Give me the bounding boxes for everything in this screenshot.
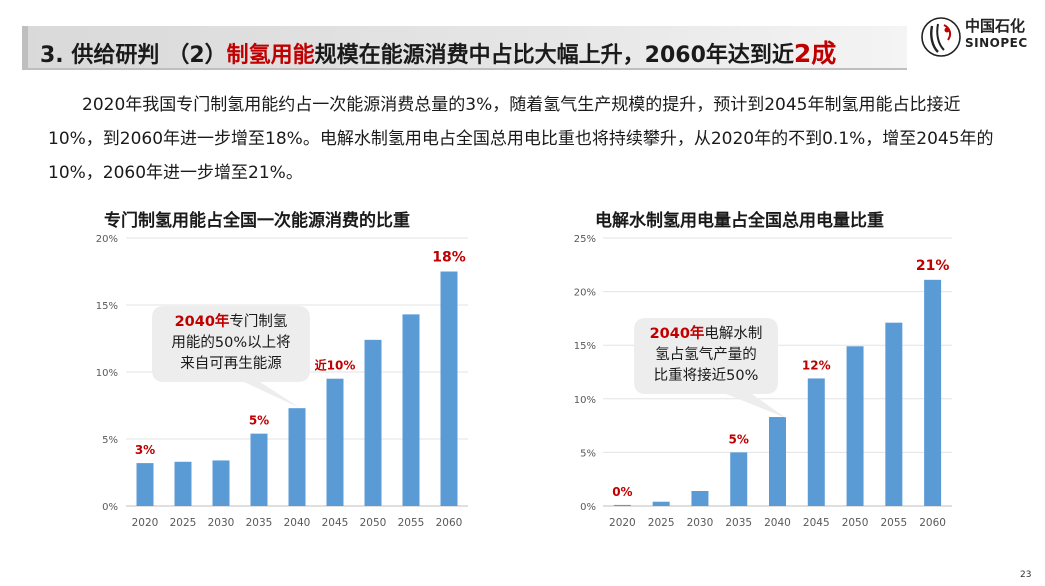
chart2-xtick-label: 2025: [648, 517, 675, 529]
chart1-bar: [288, 408, 306, 506]
chart2-title: 电解水制氢用电量占全国总用电量比重: [595, 211, 884, 231]
chart1-bar: [212, 460, 230, 506]
logo-cn: 中国石化: [965, 17, 1026, 35]
chart2-bar: [652, 501, 670, 506]
chart2-bar: [924, 279, 942, 506]
chart2-xtick-label: 2045: [803, 517, 830, 529]
chart2-xtick-label: 2060: [919, 517, 946, 529]
chart2-ytick-label: 0%: [580, 502, 596, 513]
chart2-data-label: 5%: [729, 432, 749, 446]
callout2-text1: 电解水制: [704, 326, 763, 342]
chart1-xtick-label: 2045: [322, 517, 349, 529]
chart2-bar: [885, 322, 903, 506]
chart1-ytick-label: 5%: [102, 435, 118, 446]
page-number: 23: [1020, 570, 1032, 580]
sinopec-emblem-icon: [921, 17, 961, 57]
chart2-ytick-label: 25%: [574, 234, 596, 245]
callout2-highlight: 2040年: [649, 326, 705, 342]
chart1-xtick-label: 2020: [132, 517, 159, 529]
chart1-bar: [136, 463, 154, 506]
chart2-bar: [807, 378, 825, 506]
chart2-bar: [691, 490, 709, 506]
chart1-bar: [402, 314, 420, 506]
chart2-ytick-label: 5%: [580, 448, 596, 459]
logo-en: SINOPEC: [965, 36, 1028, 50]
callout1-highlight: 2040年: [174, 314, 230, 330]
section-label: 3. 供给研判: [40, 43, 160, 68]
slide-title: 3. 供给研判 （2）制氢用能规模在能源消费中占比大幅上升，2060年达到近2成: [40, 34, 836, 70]
chart2-xtick-label: 2040: [764, 517, 791, 529]
callout1-text: 2040年专门制氢 用能的50%以上将 来自可再生能源: [152, 312, 310, 375]
chart2-xtick-label: 2055: [880, 517, 907, 529]
chart2-bar: [613, 504, 631, 506]
chart1-ytick-label: 20%: [96, 234, 118, 245]
chart1-bar: [250, 433, 268, 506]
chart2-data-label: 21%: [916, 258, 950, 274]
title-bar: [22, 26, 907, 70]
subtitle-emphasis: 2成: [793, 39, 837, 68]
chart1-data-label: 5%: [249, 414, 269, 428]
subtitle-highlight: 制氢用能: [226, 43, 315, 68]
chart2-ytick-label: 20%: [574, 288, 596, 299]
callout1-line3: 来自可再生能源: [180, 356, 282, 372]
chart2-xtick-label: 2030: [687, 517, 714, 529]
chart1-data-label: 3%: [135, 443, 155, 457]
chart1-xtick-label: 2040: [284, 517, 311, 529]
chart2-data-label: 12%: [802, 358, 831, 372]
chart1-bar: [174, 461, 192, 506]
callout2-line2: 氢占氢气产量的: [655, 347, 757, 363]
sinopec-logo: [918, 14, 1038, 60]
callout2-line3: 比重将接近50%: [653, 368, 759, 384]
chart1-xtick-label: 2030: [208, 517, 235, 529]
callout2-text: 2040年电解水制 氢占氢气产量的 比重将接近50%: [634, 324, 778, 387]
chart2-bar: [730, 452, 748, 506]
chart2-xtick-label: 2020: [609, 517, 636, 529]
chart2-ytick-label: 10%: [574, 395, 596, 406]
chart1-bar: [440, 271, 458, 506]
chart2-bar: [769, 417, 786, 506]
chart1-ytick-label: 0%: [102, 502, 118, 513]
subtitle-prefix: （2）: [167, 43, 227, 68]
chart1-xtick-label: 2060: [436, 517, 463, 529]
chart1-bar: [364, 339, 382, 506]
title-accent: [22, 26, 28, 68]
logo-text: 中国石化 SINOPEC: [965, 18, 1028, 52]
chart2-xtick-label: 2035: [725, 517, 752, 529]
chart1-title: 专门制氢用能占全国一次能源消费的比重: [104, 211, 410, 231]
chart1-data-label: 近10%: [315, 358, 356, 373]
chart1-ytick-label: 10%: [96, 368, 118, 379]
subtitle-middle: 规模在能源消费中占比大幅上升，2060年达到近: [314, 43, 794, 68]
body-paragraph: 2020年我国专门制氢用能约占一次能源消费总量的3%，随着氢气生产规模的提升，预…: [48, 95, 994, 183]
callout2-bubble: 2040年电解水制 氢占氢气产量的 比重将接近50%: [634, 318, 786, 418]
chart1-data-label: 18%: [432, 250, 466, 266]
callout1-line2: 用能的50%以上将: [171, 335, 291, 351]
callout1-text1: 专门制氢: [229, 314, 288, 330]
chart1-xtick-label: 2025: [170, 517, 197, 529]
callout1-bubble: 2040年专门制氢 用能的50%以上将 来自可再生能源: [152, 306, 310, 408]
chart2-bar: [846, 346, 864, 506]
chart1-xtick-label: 2050: [360, 517, 387, 529]
chart1-xtick-label: 2035: [246, 517, 273, 529]
callout2-shape: [634, 318, 786, 418]
chart2-data-label: 0%: [612, 485, 632, 499]
chart1-ytick-label: 15%: [96, 301, 118, 312]
chart2-ytick-label: 15%: [574, 341, 596, 352]
chart1-bar: [326, 378, 344, 506]
chart2-xtick-label: 2050: [842, 517, 869, 529]
callout1-shape: [152, 306, 310, 408]
chart1-xtick-label: 2055: [398, 517, 425, 529]
